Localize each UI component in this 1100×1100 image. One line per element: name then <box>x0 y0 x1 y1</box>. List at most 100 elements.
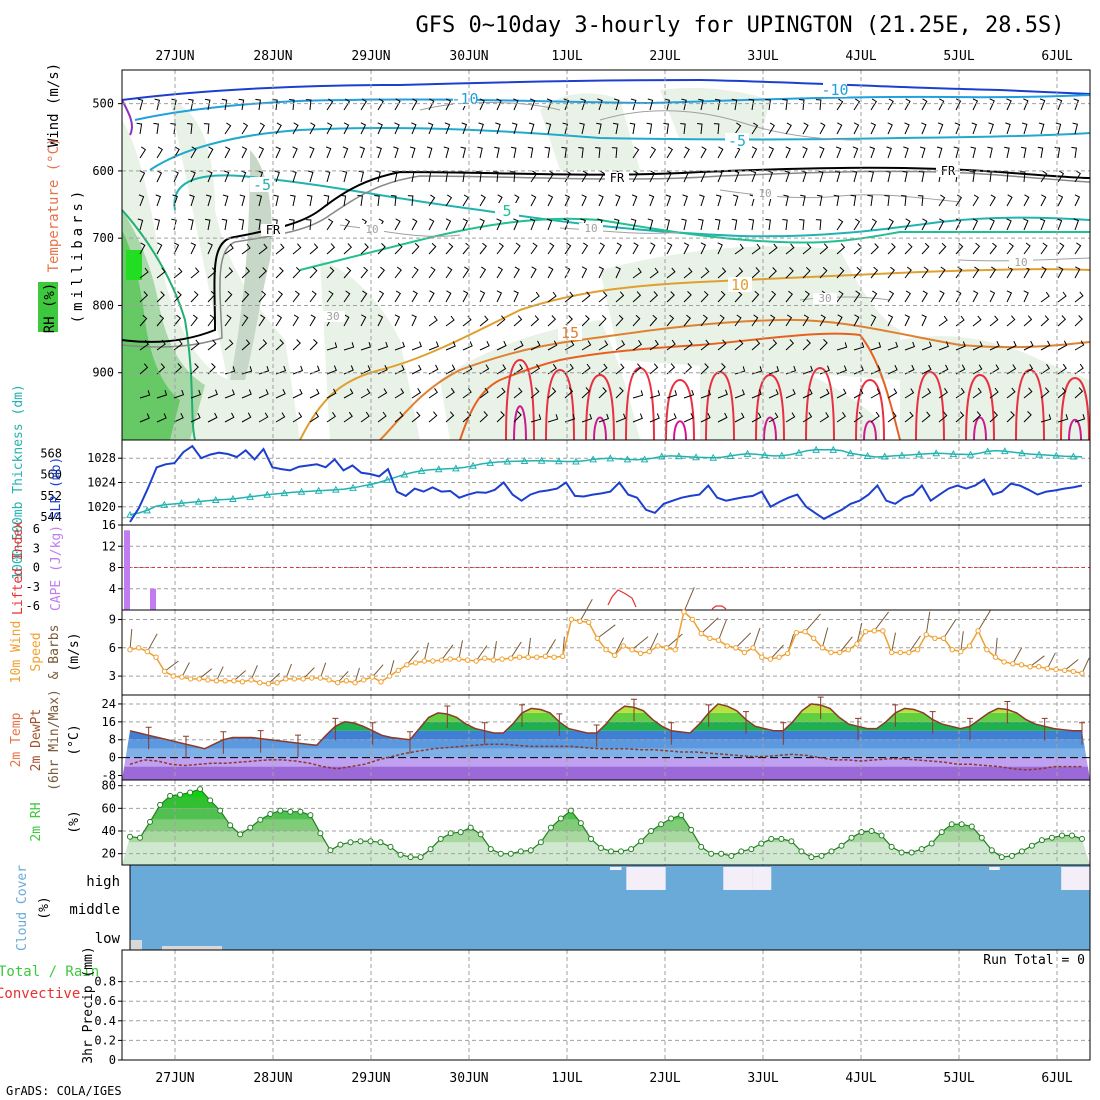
upper-wind-barb <box>1072 122 1079 135</box>
upper-wind-barb <box>597 98 603 111</box>
wind10m-panel: 3 6 9 <box>109 587 1091 696</box>
upper-wind-barb <box>850 194 857 207</box>
upper-wind-barb <box>972 242 981 255</box>
upper-wind-barb <box>1056 218 1063 231</box>
upper-wind-barb <box>785 388 796 399</box>
upper-wind-barb <box>479 411 489 423</box>
upper-wind-barb <box>289 99 295 111</box>
upper-wind-barb <box>343 98 351 111</box>
wind10m-marker <box>239 679 246 685</box>
upper-wind-barb <box>1057 387 1067 399</box>
temp-minmax-marker <box>1041 717 1048 741</box>
upper-wind-barb <box>309 243 319 255</box>
ylabel-thickness: 1000~500mb Thickness (dm) <box>11 384 26 580</box>
thickness-marker <box>229 494 237 502</box>
upper-wind-barb <box>921 242 930 255</box>
upper-wind-barb <box>360 290 368 303</box>
upper-wind-barb <box>564 194 571 207</box>
upper-wind-barb <box>292 122 299 135</box>
warm-loop-4 <box>665 378 695 441</box>
upper-wind-barb <box>224 146 231 159</box>
upper-wind-barb <box>955 290 962 303</box>
wind10m-barb <box>1029 655 1045 668</box>
thickness-marker <box>572 457 580 465</box>
upper-wind-barb <box>1074 242 1082 255</box>
temp-minmax-marker <box>743 711 749 734</box>
upper-wind-barb <box>1074 194 1081 207</box>
upper-wind-barb <box>292 388 303 399</box>
upper-wind-barb <box>511 122 518 135</box>
contour-label-7: FR <box>266 223 281 237</box>
top-date-label-6: 3JUL <box>747 49 778 64</box>
upper-wind-barb <box>309 146 315 159</box>
contour-13 <box>339 224 461 237</box>
upper-wind-barb <box>1040 242 1048 255</box>
upper-wind-barb <box>802 314 809 327</box>
upper-wind-barb <box>479 98 485 111</box>
upper-wind-barb <box>428 315 438 327</box>
upper-wind-barb <box>564 242 572 255</box>
upper-wind-barb <box>156 170 163 183</box>
upper-wind-barb <box>870 266 879 279</box>
upper-wind-barb <box>632 363 642 375</box>
wind10m-barb <box>943 619 957 639</box>
upper-wind-barb <box>904 411 914 423</box>
upper-wind-barb <box>187 123 193 135</box>
rh2m-marker <box>828 848 835 855</box>
thickness-tick-3: 568 <box>40 446 62 460</box>
upper-wind-barb <box>479 218 485 231</box>
upper-wind-barb <box>137 218 144 231</box>
upper-wind-barb <box>426 146 433 159</box>
thickness-marker <box>177 499 186 507</box>
upper-wind-barb <box>785 146 791 159</box>
upper-wind-barb <box>598 314 607 327</box>
upper-wind-barb <box>462 341 473 351</box>
upper-wind-barb <box>1040 364 1050 375</box>
top-date-label-8: 5JUL <box>943 49 974 64</box>
thickness-marker <box>692 453 700 461</box>
contour-label-bg <box>823 82 847 97</box>
contour-label-bg <box>813 293 837 304</box>
rh2m-marker <box>357 838 364 845</box>
upper-wind-barb <box>768 339 778 351</box>
upper-wind-barb <box>343 342 355 351</box>
rh2m-marker <box>137 834 143 841</box>
upper-wind-barb <box>394 411 404 423</box>
wind10m-marker <box>265 681 272 687</box>
upper-wind-barb <box>1006 411 1015 423</box>
wind10m-marker <box>949 647 955 653</box>
upper-wind-barb <box>853 218 861 231</box>
rh2m-marker <box>347 839 354 846</box>
upper-wind-barb <box>717 290 726 303</box>
rh-band-5 <box>122 789 1090 797</box>
rh2m-marker <box>928 840 935 847</box>
upper-wind-barb <box>428 218 435 231</box>
upper-wind-barb <box>938 290 945 303</box>
upper-wind-barb <box>630 98 637 111</box>
rh2m-marker <box>127 833 133 840</box>
wind10m-barb <box>977 610 991 632</box>
upper-wind-barb <box>462 218 469 231</box>
thickness-marker <box>554 457 563 465</box>
upper-wind-barb <box>394 218 401 231</box>
rh-band-3 <box>122 808 1090 820</box>
temp-minmax-marker <box>407 731 413 754</box>
upper-wind-barb <box>989 315 999 327</box>
contour-label-14: 30 <box>326 310 339 323</box>
upper-wind-barb <box>700 339 710 351</box>
wind10m-barb <box>371 664 384 678</box>
upper-wind-barb <box>204 218 211 231</box>
upper-wind-barb <box>700 363 709 375</box>
temp2m-panel: -8 0 8 16 24 <box>102 694 1091 783</box>
wind10m-marker <box>811 635 817 641</box>
upper-wind-barb <box>173 363 183 375</box>
contour-label-bg <box>558 325 582 340</box>
wind10m-marker <box>179 674 185 680</box>
rh2m-marker <box>407 854 414 861</box>
contour-10 <box>459 332 901 441</box>
thickness-marker <box>812 445 820 453</box>
wind10m-barb <box>510 641 522 659</box>
upper-wind-barb <box>377 98 384 111</box>
temp-band-4 <box>122 730 1090 740</box>
upper-wind-barb <box>1057 242 1065 255</box>
